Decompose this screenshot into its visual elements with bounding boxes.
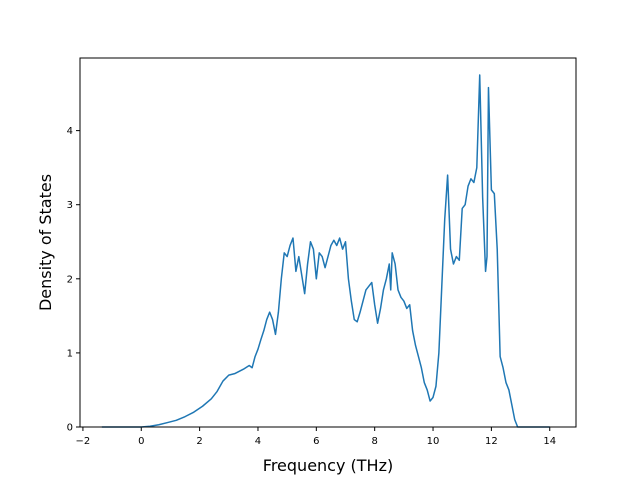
- x-tick-label: 12: [485, 436, 498, 447]
- x-tick-label: 6: [313, 436, 319, 447]
- y-tick-label: 0: [67, 423, 73, 434]
- x-tick-label: 0: [138, 436, 144, 447]
- y-tick-label: 2: [67, 274, 73, 285]
- x-axis-label: Frequency (THz): [263, 456, 393, 475]
- plot-frame: [79, 57, 577, 428]
- plot-area: [80, 58, 576, 427]
- y-tick-label: 4: [67, 126, 73, 137]
- x-tick-label: 4: [255, 436, 261, 447]
- x-tick-label: 2: [196, 436, 202, 447]
- dos-line: [101, 74, 550, 428]
- x-tick-label: −2: [76, 436, 91, 447]
- x-tick-label: 10: [427, 436, 440, 447]
- y-tick-label: 3: [67, 200, 73, 211]
- x-tick-label: 8: [371, 436, 377, 447]
- y-axis-label: Density of States: [36, 174, 55, 311]
- y-tick-label: 1: [67, 348, 73, 359]
- x-tick-label: 14: [543, 436, 556, 447]
